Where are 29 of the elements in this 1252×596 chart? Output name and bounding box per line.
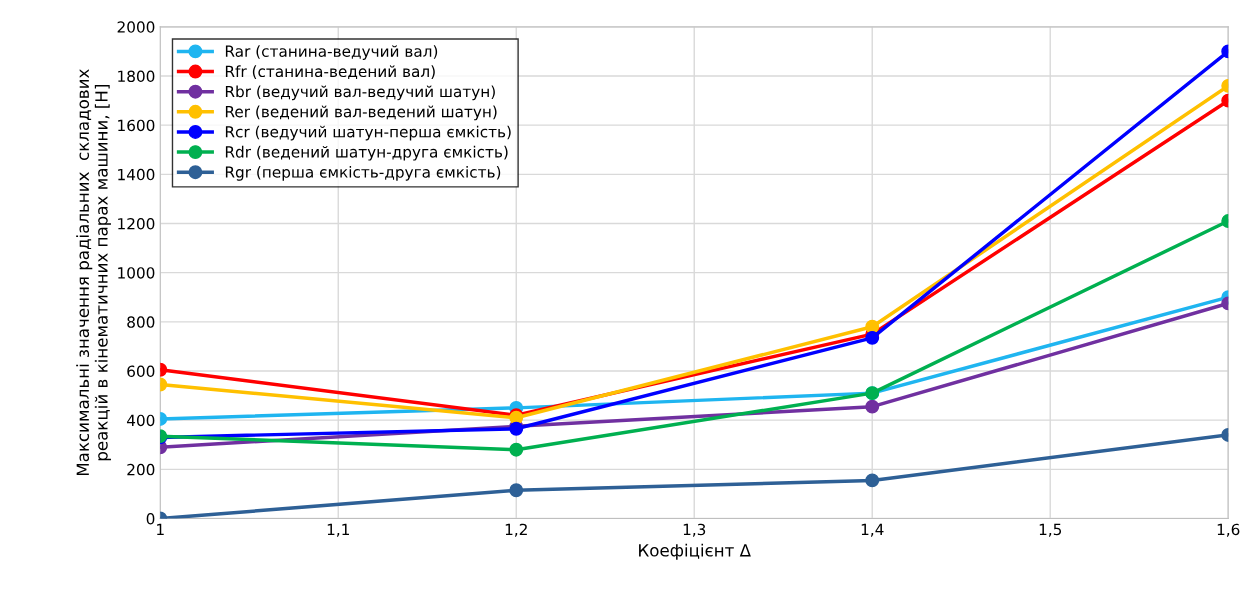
y-tick-label: 2000 bbox=[117, 21, 155, 33]
x-tick-label: 1 bbox=[157, 523, 164, 535]
y-tick-label: 1400 bbox=[118, 168, 155, 181]
y-tick-label: 1000 bbox=[118, 267, 155, 279]
point bbox=[865, 473, 880, 488]
y-tick-label: 200 bbox=[127, 463, 155, 476]
y-tick-label: 400 bbox=[126, 414, 155, 427]
x-tick-label: 1,4 bbox=[861, 523, 884, 537]
x-tick-label: 1,3 bbox=[683, 523, 706, 537]
y-tick-label: 0 bbox=[146, 512, 155, 525]
legend-label: Rbr (ведучий вал-ведучий шатун) bbox=[225, 85, 495, 101]
y-tick-label: 1800 bbox=[118, 70, 155, 83]
legend-label: Rgr (перша ємкість-друга ємкість) bbox=[225, 165, 501, 181]
y-tick-label: 1200 bbox=[118, 217, 155, 230]
y-tick-label: 600 bbox=[127, 365, 155, 378]
point bbox=[509, 483, 524, 498]
x-tick-label: 1,2 bbox=[505, 523, 527, 537]
legend-label: Rar (станина-ведучий вал) bbox=[225, 45, 438, 60]
y-tick-label: 1600 bbox=[118, 119, 155, 132]
y-tick-label: 800 bbox=[127, 316, 155, 328]
x-tick-label: 1,6 bbox=[1217, 523, 1240, 537]
x-tick-label: 1,1 bbox=[327, 523, 349, 537]
legend-label: Rer (ведений вал-ведений шатун) bbox=[225, 105, 497, 121]
legend-label: Rfr (станина-ведений вал) bbox=[225, 65, 435, 80]
legend-label: Rcr (ведучий шатун-перша ємкість) bbox=[225, 125, 511, 141]
x-axis-title: Коефіцієнт Δ bbox=[639, 543, 751, 560]
x-tick-label: 1,5 bbox=[1039, 523, 1062, 537]
y-axis-title: Максимальні значення радіальних складових реакцій в кінематичних парах машини, [Н] bbox=[76, 69, 111, 476]
legend-label: Rdr (ведений шатун-друга ємкість) bbox=[225, 145, 508, 161]
